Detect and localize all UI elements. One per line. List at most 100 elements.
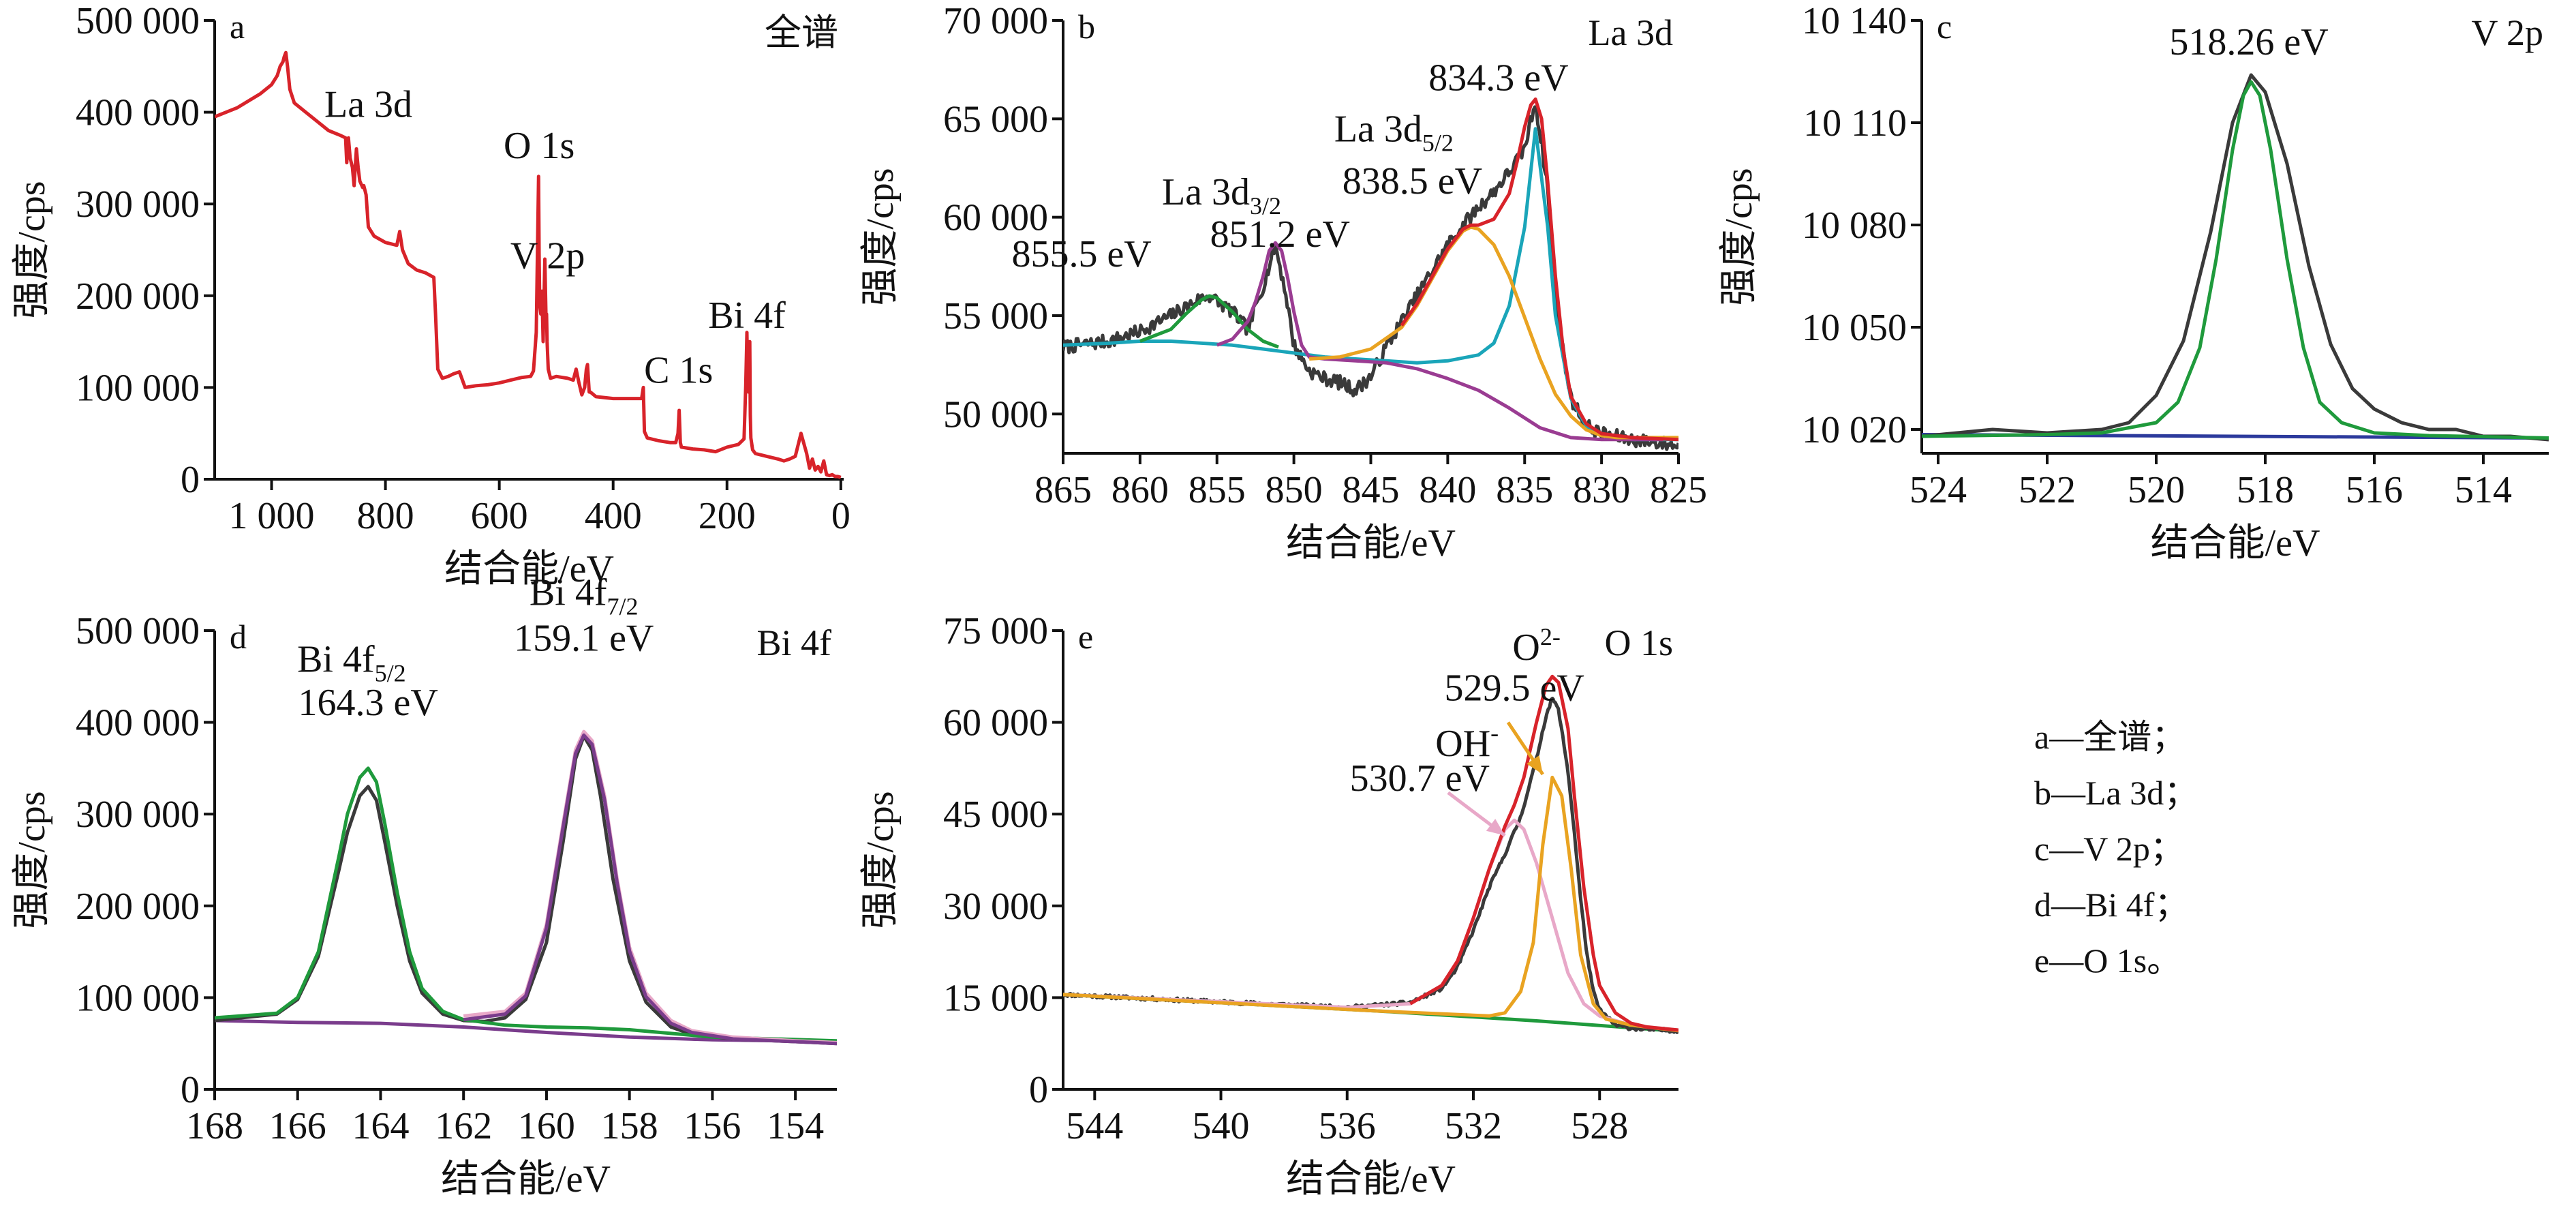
annotation-text: 851.2 eV — [1210, 213, 1350, 256]
peak-annotation: 159.1 eV — [514, 618, 654, 660]
panel-d: 168 166 164 162 160 158 156 154 0 100 000 200 000 3… — [11, 571, 837, 1201]
peak-annotation: C 1s — [644, 350, 713, 392]
panel-letter: a — [230, 7, 245, 46]
panel-title: La 3d — [1589, 12, 1673, 53]
y-axis-label: 强度/cps — [1718, 168, 1760, 305]
x-tick-label: 532 — [1445, 1105, 1502, 1147]
y-tick-label: 400 000 — [76, 702, 200, 744]
annotation-text: Bi 4f — [530, 571, 607, 614]
y-tick-label: 200 000 — [76, 275, 200, 318]
x-axis-label: 结合能/eV — [1286, 522, 1456, 564]
x-axis-label: 结合能/eV — [441, 1158, 611, 1201]
panel-title: O 1s — [1604, 622, 1673, 663]
peak-annotation: Bi 4f5/2 — [297, 639, 406, 687]
y-axis-label: 强度/cps — [859, 168, 902, 305]
peak-annotation: 851.2 eV — [1210, 213, 1350, 256]
y-tick-label: 15 000 — [943, 977, 1048, 1019]
series-line — [1400, 97, 1678, 442]
panel-title: 全谱 — [765, 12, 838, 53]
y-tick-label: 0 — [181, 1069, 200, 1111]
annotation-text: 838.5 eV — [1343, 160, 1482, 202]
x-tick-label: 865 — [1034, 469, 1092, 511]
peak-annotation: Bi 4f — [708, 295, 786, 337]
x-tick-label: 1 000 — [229, 495, 315, 537]
annotation-superscript: - — [1490, 719, 1499, 746]
y-tick-label: 70 000 — [943, 0, 1048, 42]
x-tick-label: 0 — [831, 495, 850, 537]
y-tick-label: 0 — [1029, 1069, 1048, 1111]
y-tick-label: 60 000 — [943, 197, 1048, 239]
panel-b: 865 860 855 850 845 840 835 830 825 50 000 55 000 6… — [859, 0, 1707, 564]
x-tick-label: 522 — [2019, 469, 2076, 511]
panel-letter: c — [1937, 7, 1952, 46]
legend-item: b—La 3d； — [2034, 774, 2198, 812]
y-tick-label: 300 000 — [76, 183, 200, 226]
arrow-head — [1486, 819, 1505, 836]
series-line — [1139, 294, 1279, 349]
annotation-text: La 3d — [324, 83, 412, 125]
x-tick-label: 860 — [1111, 469, 1169, 511]
peak-annotation: 529.5 eV — [1445, 667, 1584, 709]
y-tick-label: 500 000 — [76, 610, 200, 652]
y-tick-label: 400 000 — [76, 92, 200, 134]
y-tick-label: 75 000 — [943, 610, 1048, 652]
y-tick-label: 0 — [181, 459, 200, 501]
arrow-head — [1527, 755, 1543, 774]
legend-item: d—Bi 4f； — [2034, 886, 2188, 924]
annotation-text: 518.26 eV — [2169, 21, 2328, 63]
series-line — [463, 729, 837, 1044]
x-axis-label: 结合能/eV — [2151, 522, 2320, 564]
y-tick-label: 10 080 — [1802, 205, 1907, 247]
panel-a: 1 000 800 600 400 200 0 0 100 000 200 000 300 000… — [11, 0, 850, 590]
x-tick-label: 524 — [1910, 469, 1967, 511]
series-line — [215, 766, 837, 1043]
panel-letter: e — [1078, 618, 1093, 656]
annotation-text: 159.1 eV — [514, 618, 654, 660]
annotation-subscript: 3/2 — [1250, 192, 1281, 220]
peak-annotation: La 3d — [324, 83, 412, 125]
legend-item: e—O 1s。 — [2034, 941, 2181, 980]
peak-annotation: V 2p — [510, 235, 585, 277]
legend-item: c—V 2p； — [2034, 830, 2184, 868]
y-tick-label: 10 110 — [1803, 102, 1907, 145]
annotation-text: O — [1512, 626, 1539, 669]
series-line — [463, 733, 837, 1046]
peak-annotation: 855.5 eV — [1011, 233, 1151, 275]
annotation-text: La 3d — [1162, 171, 1250, 213]
y-tick-label: 10 050 — [1802, 307, 1907, 349]
panel-letter: d — [230, 618, 247, 656]
annotation-text: C 1s — [644, 350, 713, 392]
x-tick-label: 200 — [699, 495, 756, 537]
x-tick-label: 166 — [269, 1105, 326, 1147]
y-tick-label: 55 000 — [943, 295, 1048, 337]
peak-annotation: 530.7 eV — [1350, 757, 1490, 800]
peak-annotation: 518.26 eV — [2169, 21, 2328, 63]
peak-annotation: O2- — [1512, 623, 1560, 669]
x-tick-label: 154 — [767, 1105, 824, 1147]
x-tick-label: 160 — [518, 1105, 575, 1147]
x-tick-label: 850 — [1266, 469, 1323, 511]
peak-annotation: 164.3 eV — [298, 682, 438, 724]
x-tick-label: 544 — [1066, 1105, 1123, 1147]
x-tick-label: 168 — [186, 1105, 243, 1147]
series-line — [1063, 105, 1678, 451]
peak-annotation: O 1s — [504, 125, 574, 167]
panel-title: V 2p — [2471, 12, 2543, 53]
x-tick-label: 156 — [684, 1105, 741, 1147]
legend: a—全谱； b—La 3d； c—V 2p； d—Bi 4f； e—O 1s。 — [2034, 718, 2198, 980]
annotation-subscript: 5/2 — [375, 660, 406, 687]
series-line — [1409, 674, 1678, 1032]
series-line — [1309, 225, 1678, 440]
x-tick-label: 855 — [1189, 469, 1246, 511]
series-line — [1216, 241, 1663, 442]
y-tick-label: 200 000 — [76, 886, 200, 928]
series-line — [1922, 73, 2549, 442]
x-tick-label: 514 — [2455, 469, 2512, 511]
y-axis-label: 强度/cps — [11, 791, 53, 928]
y-tick-label: 500 000 — [76, 0, 200, 42]
y-tick-label: 30 000 — [943, 886, 1048, 928]
y-tick-label: 10 020 — [1802, 409, 1907, 451]
panel-letter: b — [1078, 7, 1095, 46]
y-tick-label: 50 000 — [943, 393, 1048, 436]
